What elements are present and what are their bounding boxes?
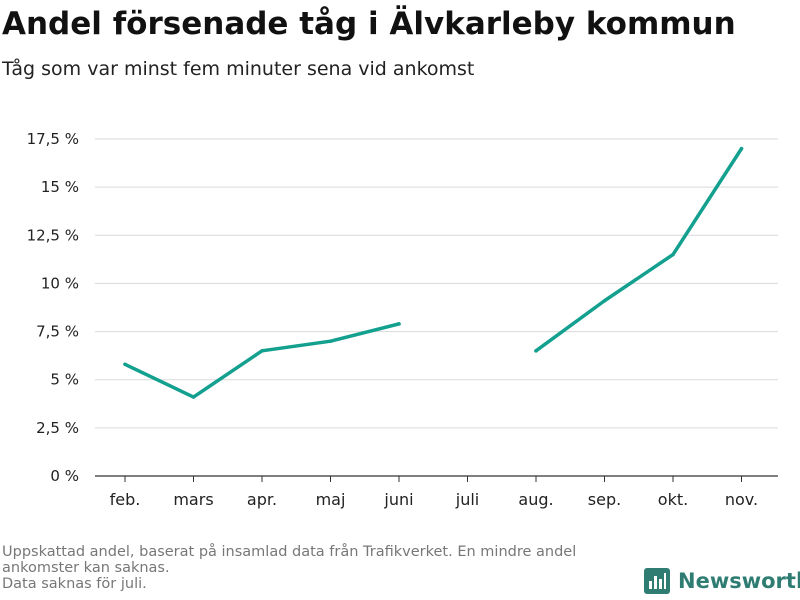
brand-name: Newsworthy (678, 569, 800, 593)
x-tick-label: mars (173, 490, 213, 509)
chart-subtitle: Tåg som var minst fem minuter sena vid a… (2, 58, 475, 80)
line-chart: 0 % 2,5 % 5 % 7,5 % 10 % 12,5 % 15 % 17,5 % feb… (27, 130, 778, 509)
series-lines (123, 146, 744, 399)
y-tick-label: 12,5 % (27, 226, 79, 244)
y-tick-label: 15 % (41, 178, 79, 196)
data-point (191, 395, 196, 399)
series-line-segment (534, 146, 744, 353)
gridlines (95, 138, 778, 477)
data-point (397, 322, 401, 326)
data-point (534, 349, 538, 353)
x-tick-label: juli (455, 490, 479, 509)
y-tick-label: 10 % (41, 274, 79, 292)
footnote-line: Data saknas för juli. (2, 576, 147, 592)
data-point (602, 299, 607, 303)
data-point (123, 362, 127, 367)
x-tick-label: apr. (247, 490, 277, 509)
bar-chart-logo-icon (644, 568, 670, 594)
x-tick-label: maj (316, 490, 346, 509)
x-tick-label: nov. (725, 490, 758, 509)
x-tick-label: juni (383, 490, 413, 509)
footnote-line: Uppskattad andel, baserat på insamlad da… (2, 544, 577, 560)
footnote: Uppskattad andel, baserat på insamlad da… (2, 544, 642, 592)
footnote-line: ankomster kan saknas. (2, 560, 170, 576)
brand-logo: Newsworthy (644, 568, 800, 594)
y-tick-label: 2,5 % (36, 419, 79, 437)
x-tick-label: feb. (110, 490, 141, 509)
y-tick-label: 7,5 % (36, 323, 79, 341)
series-line-segment (123, 322, 401, 399)
y-tick-label: 17,5 % (27, 130, 79, 148)
x-axis-ticks: feb. mars apr. maj juni juli aug. sep. okt. nov. (110, 476, 758, 509)
y-tick-label: 5 % (50, 371, 79, 389)
y-axis-ticks: 0 % 2,5 % 5 % 7,5 % 10 % 12,5 % 15 % 17,5 % (27, 130, 79, 485)
data-point (328, 339, 333, 343)
x-tick-label: sep. (588, 490, 621, 509)
x-tick-label: aug. (518, 490, 553, 509)
data-point (671, 252, 675, 257)
data-point (260, 349, 264, 353)
data-point (739, 146, 744, 151)
x-tick-label: okt. (658, 490, 688, 509)
y-tick-label: 0 % (50, 467, 79, 485)
chart-title: Andel försenade tåg i Älvkarleby kommun (2, 6, 736, 42)
